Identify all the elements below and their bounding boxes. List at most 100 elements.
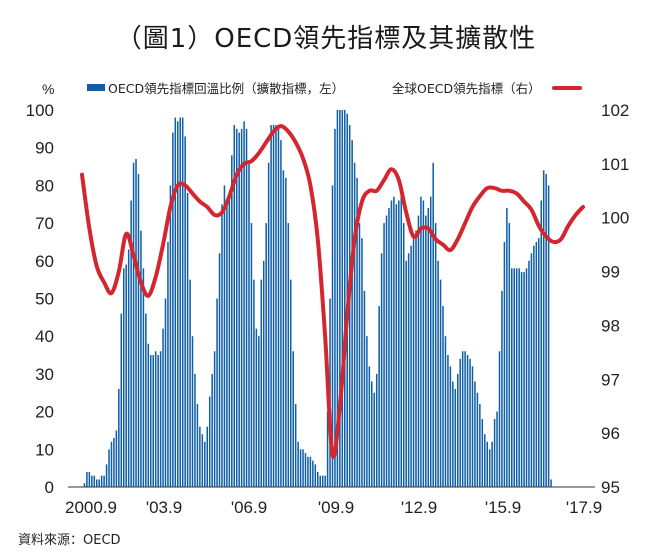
bar [208, 396, 211, 487]
bar [135, 159, 137, 487]
bar [373, 392, 376, 487]
bar [434, 223, 437, 487]
bar [86, 471, 88, 487]
x-tick-label: '15.9 [485, 498, 521, 517]
bar [103, 475, 105, 487]
bar [108, 449, 110, 487]
right-tick-label: 101 [601, 155, 629, 174]
left-tick-label: 0 [45, 478, 54, 497]
bar [540, 200, 543, 488]
bar [248, 162, 250, 487]
bar [302, 449, 304, 487]
bar [405, 260, 407, 487]
bar [314, 464, 317, 487]
bar [398, 200, 400, 488]
bar [525, 268, 528, 487]
bar [223, 185, 226, 487]
bar [481, 419, 484, 487]
bar [538, 238, 540, 487]
bar [211, 373, 213, 487]
bar [496, 411, 498, 487]
bar [260, 279, 263, 487]
bar [515, 268, 518, 487]
bar [410, 245, 412, 487]
bar [358, 223, 361, 487]
bar [523, 272, 525, 487]
x-tick-label: '17.9 [566, 498, 602, 517]
bar [545, 174, 547, 487]
bar [137, 174, 140, 487]
bar [415, 230, 417, 487]
bar [447, 355, 449, 487]
bar [542, 170, 545, 487]
line-path [80, 124, 585, 459]
bar [231, 155, 233, 488]
bar [206, 426, 209, 487]
bar [292, 351, 294, 487]
bar [177, 121, 179, 487]
bar [388, 208, 390, 487]
bar [503, 241, 506, 487]
bar [486, 441, 488, 487]
bar [181, 117, 184, 487]
bar [307, 456, 309, 487]
bar [204, 441, 206, 487]
line-series [80, 124, 585, 459]
bar [488, 449, 491, 487]
bar [317, 471, 319, 487]
bar [513, 268, 515, 487]
bar [95, 479, 98, 487]
bar [336, 110, 339, 487]
bar [164, 298, 167, 487]
bar [162, 328, 164, 487]
x-tick-label: '03.9 [146, 498, 182, 517]
bar [228, 192, 231, 487]
bar [479, 404, 481, 487]
right-tick-label: 99 [601, 263, 620, 282]
bar [216, 298, 218, 487]
right-tick-label: 100 [601, 209, 629, 228]
bar [363, 290, 366, 487]
left-tick-label: 80 [35, 176, 54, 195]
bar [93, 475, 96, 487]
bar [371, 381, 373, 487]
bar [378, 306, 380, 487]
bar [326, 411, 329, 487]
bar [240, 128, 243, 487]
bar [172, 132, 174, 487]
bar [105, 464, 108, 487]
bar [324, 475, 326, 487]
bar [331, 185, 334, 487]
bar [297, 441, 299, 487]
bar [189, 279, 191, 487]
bar [390, 200, 393, 488]
bar [184, 136, 186, 487]
left-tick-label: 30 [35, 365, 54, 384]
bar [375, 373, 378, 487]
bar [471, 366, 474, 487]
bar [233, 125, 236, 487]
bar [159, 351, 162, 487]
bar [100, 475, 103, 487]
bar [366, 336, 368, 487]
bar [501, 290, 503, 487]
left-tick-label: 90 [35, 139, 54, 158]
bar [520, 272, 523, 487]
left-tick-label: 60 [35, 252, 54, 271]
bar [312, 460, 314, 487]
bar [88, 471, 91, 487]
bar [344, 110, 346, 487]
bar [91, 475, 93, 487]
bar [267, 162, 270, 487]
bar [167, 241, 169, 487]
left-tick-label: 10 [35, 440, 54, 459]
bar [221, 204, 223, 487]
legend-line-label: 全球OECD領先指標（右） [392, 81, 541, 96]
bar [142, 268, 145, 487]
bar [120, 313, 123, 487]
bar [528, 260, 530, 487]
bar [452, 381, 454, 487]
left-tick-label: 100 [26, 101, 54, 120]
bar [235, 128, 238, 487]
